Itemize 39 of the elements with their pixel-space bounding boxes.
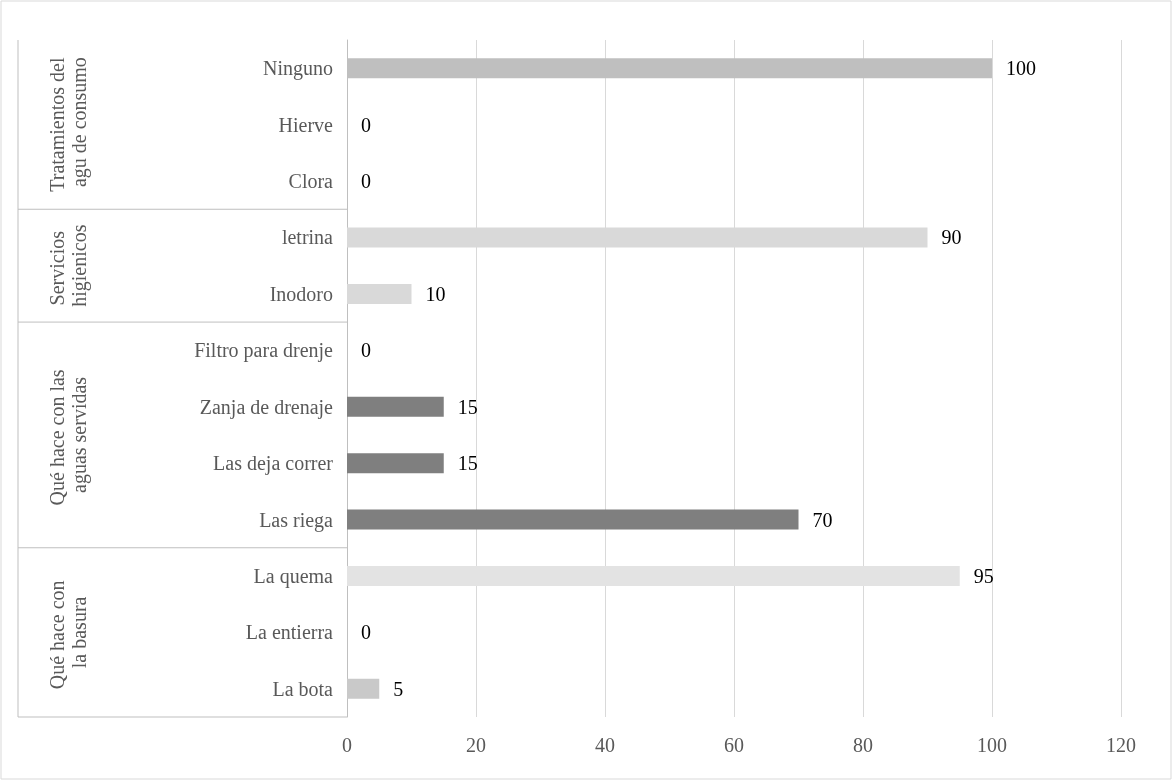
text: Qué hace con la basura [46, 575, 90, 690]
data-label: 95 [973, 564, 994, 587]
data-label: 90 [941, 226, 962, 249]
bar [347, 283, 412, 304]
data-label: 0 [361, 621, 371, 644]
text: Servicios higienicos [46, 224, 91, 307]
data-label: 0 [361, 339, 371, 362]
text: Qué hace con las aguas servidas [46, 364, 91, 506]
y-tick-label: La quema [253, 564, 334, 588]
y-tick-label: La entierra [245, 621, 334, 644]
x-tick-label: 120 [1106, 734, 1136, 756]
bar [347, 396, 444, 417]
data-label: 0 [361, 170, 371, 193]
bar [347, 509, 799, 530]
y-tick-label: Las deja correr [213, 452, 334, 476]
y-tick-label: Inodoro [269, 282, 333, 305]
data-label: 15 [457, 452, 478, 475]
data-label: 5 [393, 677, 404, 700]
y-tick-label: Filtro para drenje [194, 339, 334, 363]
data-label: 15 [457, 395, 478, 418]
y-tick-label: Ninguno [263, 57, 333, 81]
y-tick-label: Hierve [278, 113, 334, 136]
data-label: 0 [361, 113, 371, 136]
x-tick-label: 60 [724, 734, 744, 756]
x-tick-label: 20 [466, 734, 486, 756]
y-tick-label: Las riega [259, 508, 334, 532]
y-tick-label: La bota [272, 677, 334, 700]
bar [347, 453, 444, 474]
data-label: 10 [425, 282, 446, 305]
text: Tratamientos del agu de consumo [46, 57, 91, 193]
y-tick-label: letrina [281, 226, 334, 249]
x-tick-label: 100 [977, 734, 1007, 756]
y-tick-label: Clora [288, 170, 334, 193]
y-tick-label: Zanja de drenaje [199, 395, 334, 419]
x-tick-label: 40 [595, 734, 615, 756]
data-label: 100 [1006, 57, 1036, 80]
x-tick-label: 80 [853, 734, 873, 756]
x-tick-label: 0 [342, 734, 352, 756]
data-label: 70 [812, 508, 833, 531]
